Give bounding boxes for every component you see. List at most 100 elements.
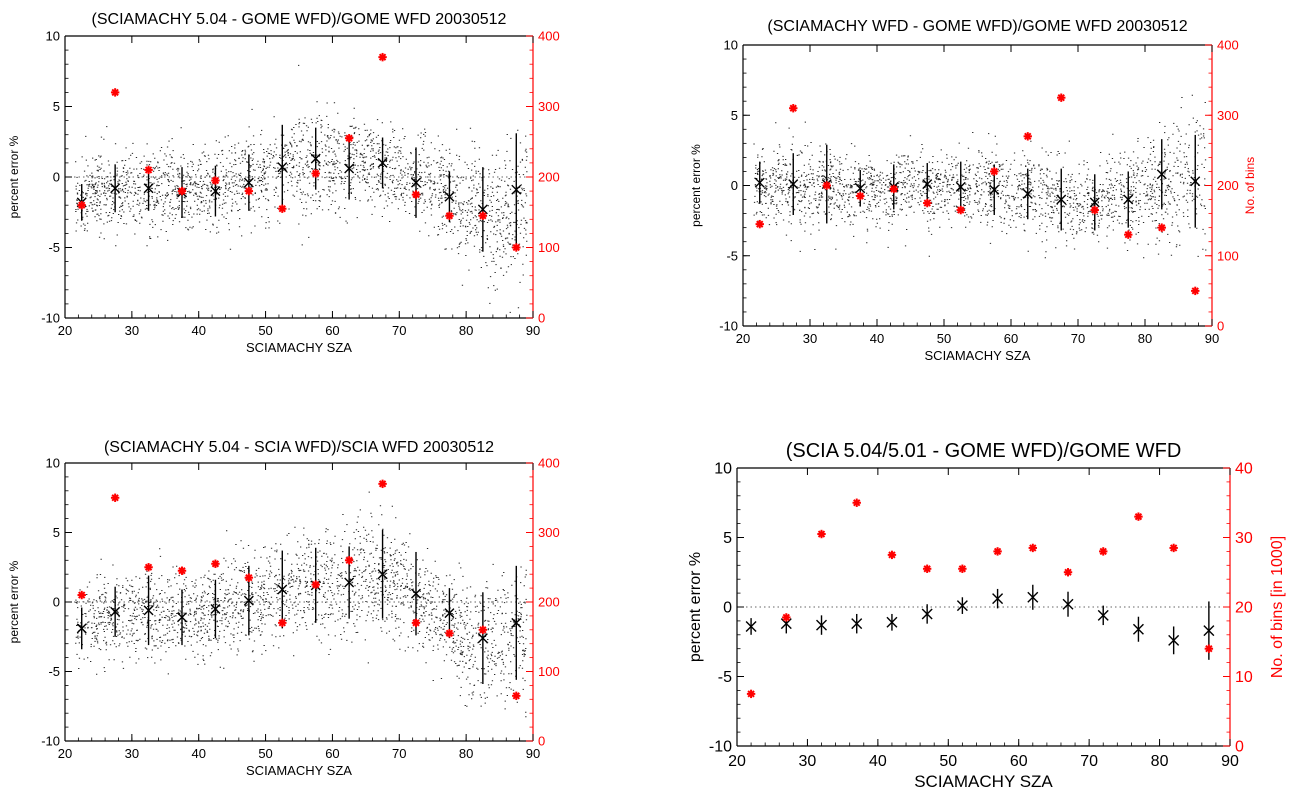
x-tick-label: 20: [728, 753, 746, 770]
y-tick-label: -10: [41, 734, 60, 749]
y2-tick-label: 0: [1217, 319, 1224, 334]
x-axis-label: SCIAMACHY SZA: [246, 340, 352, 355]
bin-count-marker: [512, 243, 521, 252]
bin-count-marker: [311, 169, 320, 178]
bin-count-marker: [445, 211, 454, 220]
mean-point: [477, 592, 488, 685]
x-tick-label: 60: [1004, 331, 1018, 346]
bin-count-marker: [110, 88, 120, 97]
x-axis-label: SCIAMACHY SZA: [914, 772, 1053, 787]
x-tick-label: 50: [937, 331, 951, 346]
bin-count-marker: [755, 219, 764, 229]
y-tick-label: -5: [48, 240, 60, 255]
y-tick-label: 5: [723, 530, 732, 547]
bin-count-marker: [378, 479, 387, 489]
mean-point: [956, 597, 968, 614]
y2-tick-label: 400: [1217, 38, 1239, 53]
y-axis-label: percent error %: [7, 560, 21, 643]
y-tick-label: 0: [53, 170, 60, 185]
x-tick-label: 40: [869, 753, 887, 770]
chart-title: (SCIAMACHY 5.04 - GOME WFD)/GOME WFD 200…: [92, 11, 507, 28]
y2-tick-label: 100: [1217, 248, 1239, 263]
bin-count-marker: [278, 618, 287, 628]
mean-point: [1156, 139, 1167, 210]
y2-tick-label: 200: [538, 170, 560, 185]
y2-tick-label: 0: [1235, 739, 1244, 756]
y2-tick-label: 10: [1235, 669, 1253, 686]
mean-point: [1168, 626, 1180, 655]
bin-count-marker: [411, 618, 421, 628]
x-tick-label: 80: [459, 323, 473, 338]
x-tick-label: 40: [191, 323, 205, 338]
y-tick-label: 10: [714, 461, 732, 478]
mean-point: [1022, 168, 1033, 220]
bin-count-marker: [378, 52, 387, 62]
chart-title: (SCIAMACHY WFD - GOME WFD)/GOME WFD 2003…: [767, 18, 1187, 35]
mean-point: [377, 529, 388, 619]
y-axis-label: percent error %: [687, 552, 704, 662]
mean-point: [1123, 171, 1134, 228]
bin-count-marker: [958, 564, 967, 573]
bin-count-marker: [311, 580, 320, 589]
bin-count-marker: [1090, 205, 1099, 215]
y-tick-label: -5: [48, 664, 60, 679]
bin-count-marker: [1099, 547, 1108, 556]
bin-count-marker: [782, 613, 791, 622]
bin-count-marker: [1134, 512, 1143, 521]
mean-point: [277, 550, 288, 629]
bin-count-marker: [244, 186, 254, 196]
y2-axis-label: No. of bins: [1243, 157, 1257, 214]
bin-count-marker: [512, 691, 521, 701]
y-tick-label: 5: [53, 525, 60, 540]
mean-point: [851, 613, 863, 634]
x-axis-label: SCIAMACHY SZA: [246, 763, 352, 778]
bin-count-marker: [1028, 543, 1037, 553]
x-tick-label: 50: [258, 746, 272, 761]
x-tick-label: 80: [1151, 753, 1169, 770]
y2-tick-label: 30: [1235, 530, 1253, 547]
x-tick-label: 20: [58, 323, 72, 338]
mean-point: [1056, 168, 1067, 231]
y2-tick-label: 200: [538, 595, 560, 610]
y-tick-label: -5: [718, 669, 732, 686]
bin-count-marker: [923, 198, 932, 208]
x-tick-label: 30: [803, 331, 817, 346]
x-tick-label: 70: [392, 323, 406, 338]
bin-count-marker: [822, 181, 831, 190]
mean-point: [816, 615, 828, 635]
y2-tick-label: 200: [1217, 178, 1239, 193]
mean-point: [210, 165, 221, 217]
x-tick-label: 30: [799, 753, 817, 770]
mean-point: [377, 137, 388, 189]
y2-tick-label: 300: [1217, 108, 1239, 123]
x-tick-label: 90: [526, 323, 540, 338]
bin-count-marker: [478, 625, 488, 634]
x-tick-label: 20: [58, 746, 72, 761]
mean-point: [855, 170, 866, 207]
bin-count-marker: [856, 191, 865, 201]
bin-count-marker: [110, 493, 120, 502]
mean-point: [210, 579, 221, 639]
bin-count-marker: [1169, 543, 1178, 553]
y2-tick-label: 300: [538, 525, 560, 540]
bin-count-marker: [77, 201, 86, 210]
bin-count-marker: [956, 205, 965, 215]
y-tick-label: 0: [731, 178, 738, 193]
chart-scia-504-501-vs-gome-wfd: 20 30 40 50 60 70 80 90 -10 -5 0 5 10 0 10 20 30 40 (SCIA …: [687, 440, 1286, 791]
chart-sciamachy-wfd-vs-gome-wfd: 20 30 40 50 60 70 80 90-10-505100100200300400(S…: [689, 18, 1257, 363]
y-tick-label: -10: [719, 319, 738, 334]
bin-count-marker: [144, 563, 153, 572]
x-tick-label: 30: [125, 323, 139, 338]
y2-tick-label: 100: [538, 664, 560, 679]
bin-count-marker: [411, 190, 421, 199]
x-tick-label: 90: [1221, 753, 1239, 770]
y-tick-label: -5: [726, 248, 738, 263]
bin-count-marker: [922, 564, 932, 573]
mean-point: [177, 589, 187, 646]
mean-point: [277, 124, 288, 210]
mean-point: [1190, 134, 1201, 228]
bin-count-marker: [789, 104, 798, 113]
bin-count-marker: [344, 556, 354, 565]
chart-panel-2: 20 30 40 50 60 70 80 90 -10 -5 0 5 10 0 100 200 300 400 (S…: [680, 0, 1280, 380]
mean-point: [411, 147, 421, 218]
